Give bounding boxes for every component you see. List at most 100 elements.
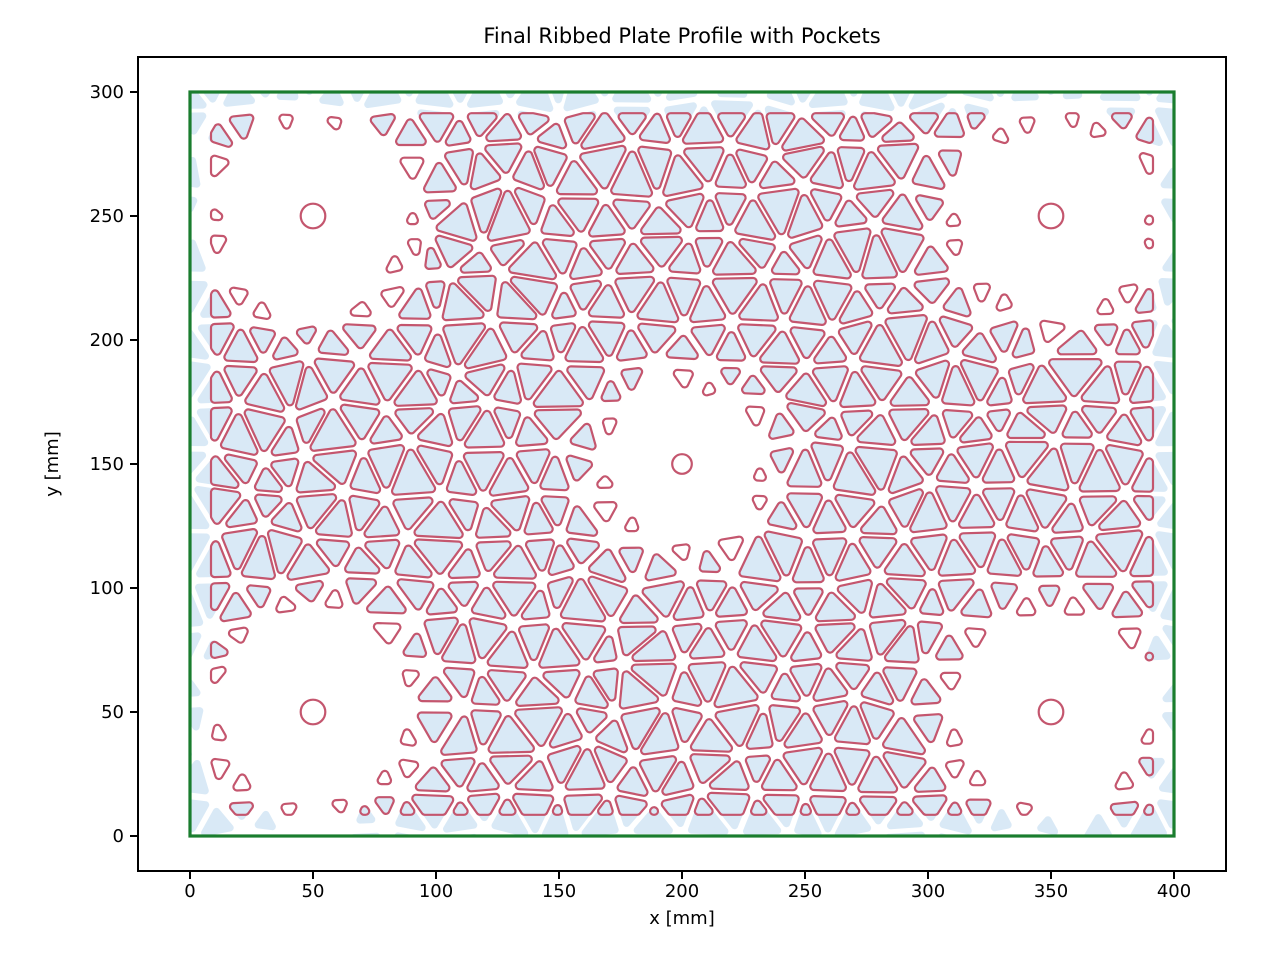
pocket-floor <box>368 587 405 613</box>
pocket-fill <box>364 92 402 108</box>
pocket-floor <box>396 546 431 577</box>
pocket-floor <box>599 801 612 814</box>
pocket-fill <box>1164 32 1193 53</box>
pocket-fill <box>551 92 565 104</box>
pocket-fill <box>190 196 198 213</box>
pocket-floor <box>369 364 411 400</box>
pocket-floor <box>350 497 379 530</box>
pocket-floor <box>315 359 353 392</box>
pocket-floor <box>212 156 228 175</box>
pocket-floor <box>212 125 231 146</box>
pocket-fill <box>941 66 966 85</box>
pocket-floor <box>1065 598 1083 614</box>
pocket-floor <box>862 114 891 136</box>
pocket-floor <box>944 289 970 316</box>
pocket-floor <box>764 796 798 814</box>
pocket-fill <box>1189 38 1209 56</box>
pocket-floor <box>662 796 693 814</box>
pocket-fill <box>1152 324 1174 358</box>
pocket-floor <box>898 803 912 814</box>
pocket-floor <box>212 760 229 778</box>
pocket-floor <box>913 157 944 188</box>
pocket-floor <box>451 382 477 403</box>
pocket-floor <box>642 238 681 266</box>
pocket-floor <box>612 152 651 196</box>
pocket-floor <box>871 621 905 654</box>
pocket-floor <box>426 201 449 218</box>
pocket-floor <box>1140 154 1152 173</box>
pocket-floor <box>551 715 581 747</box>
pocket-floor <box>517 678 558 705</box>
pocket-fill <box>1256 624 1280 651</box>
pocket-floor <box>514 152 543 189</box>
pocket-fill <box>1258 242 1280 272</box>
pocket-floor <box>444 324 484 364</box>
pocket-floor <box>346 548 379 573</box>
pocket-floor <box>708 794 749 814</box>
pocket-fill <box>190 451 207 474</box>
pocket-floor <box>884 753 925 787</box>
pocket-fill <box>1053 24 1092 55</box>
pocket-floor <box>812 443 842 480</box>
pocket-floor <box>490 459 528 495</box>
pocket-floor <box>692 326 724 354</box>
pocket-floor <box>859 757 896 792</box>
pocket-fill <box>1227 419 1259 448</box>
pocket-floor <box>1007 496 1037 531</box>
pocket-fill <box>190 361 211 399</box>
pocket-floor <box>512 278 556 314</box>
pocket-fill <box>766 92 795 106</box>
pocket-fill <box>1084 814 1112 836</box>
pocket-floor <box>762 367 796 391</box>
pocket-floor <box>297 368 326 409</box>
pocket-floor <box>814 501 845 532</box>
pocket-floor <box>375 624 400 643</box>
pocket-fill <box>1213 627 1235 652</box>
pocket-floor <box>495 372 520 403</box>
pocket-floor <box>344 325 375 348</box>
pocket-floor <box>769 503 796 529</box>
pocket-floor <box>668 114 690 136</box>
pocket-fill <box>1210 327 1240 357</box>
pocket-floor <box>1113 592 1141 616</box>
pocket-floor <box>667 195 703 227</box>
pocket-fill <box>1156 92 1174 104</box>
pocket-floor <box>272 504 301 531</box>
pocket-floor <box>971 772 985 785</box>
pocket-floor <box>619 627 655 655</box>
pocket-floor <box>753 496 766 509</box>
pocket-fill <box>637 841 671 866</box>
pocket-floor <box>256 469 281 491</box>
x-tick-label: 50 <box>302 881 325 902</box>
pocket-floor <box>1066 114 1078 126</box>
pocket-floor <box>674 371 692 387</box>
pocket-floor <box>498 283 536 319</box>
pocket-floor <box>911 114 937 133</box>
pocket-floor <box>589 577 626 615</box>
pocket-floor <box>602 382 620 400</box>
pocket-floor <box>722 369 739 384</box>
pocket-floor <box>948 730 961 745</box>
pocket-floor <box>297 410 324 442</box>
pocket-floor <box>418 713 451 741</box>
pocket-floor <box>1007 443 1047 476</box>
pocket-fill <box>143 74 170 100</box>
pocket-fill <box>1227 376 1260 407</box>
pocket-fill <box>885 831 925 836</box>
pocket-floor <box>840 292 872 323</box>
pocket-floor <box>400 289 430 318</box>
pocket-fill <box>1260 456 1280 479</box>
pocket-fill <box>1160 850 1189 872</box>
pocket-floor <box>256 495 281 516</box>
pocket-floor <box>915 279 948 302</box>
pocket-floor <box>466 329 506 368</box>
pocket-floor <box>885 545 924 576</box>
pocket-floor <box>535 410 580 438</box>
pocket-fill <box>276 92 299 101</box>
pocket-floor <box>684 114 722 143</box>
pocket-floor <box>282 804 296 814</box>
pocket-floor <box>704 383 714 395</box>
pocket-floor <box>419 415 451 445</box>
pocket-floor <box>837 664 868 688</box>
pocket-fill <box>653 92 663 97</box>
